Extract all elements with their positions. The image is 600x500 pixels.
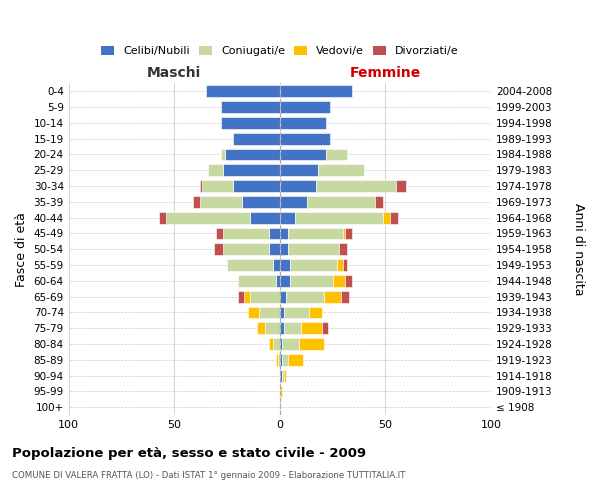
Bar [269, 228, 280, 239]
Text: Maschi: Maschi [147, 66, 202, 80]
Bar [242, 196, 280, 208]
Bar [290, 275, 332, 287]
Bar [290, 259, 337, 271]
Y-axis label: Anni di nascita: Anni di nascita [572, 203, 585, 296]
Bar [280, 164, 318, 176]
Bar [345, 228, 352, 239]
Bar [238, 275, 275, 287]
Bar [233, 132, 280, 144]
Bar [284, 322, 301, 334]
Bar [280, 322, 284, 334]
Bar [280, 86, 352, 97]
Bar [223, 228, 269, 239]
Bar [286, 290, 324, 302]
Bar [280, 196, 307, 208]
Bar [280, 306, 284, 318]
Bar [343, 259, 347, 271]
Y-axis label: Fasce di età: Fasce di età [15, 212, 28, 286]
Bar [288, 228, 343, 239]
Bar [280, 259, 290, 271]
Bar [280, 180, 316, 192]
Bar [337, 259, 343, 271]
Bar [269, 338, 274, 350]
Bar [217, 228, 223, 239]
Bar [375, 196, 383, 208]
Bar [206, 86, 280, 97]
Bar [389, 212, 398, 224]
Text: Popolazione per età, sesso e stato civile - 2009: Popolazione per età, sesso e stato civil… [12, 448, 366, 460]
Bar [280, 148, 326, 160]
Bar [301, 322, 322, 334]
Bar [248, 306, 259, 318]
Bar [332, 275, 345, 287]
Bar [200, 180, 202, 192]
Bar [193, 196, 200, 208]
Bar [280, 354, 282, 366]
Bar [166, 212, 250, 224]
Bar [208, 164, 223, 176]
Bar [284, 370, 286, 382]
Legend: Celibi/Nubili, Coniugati/e, Vedovi/e, Divorziati/e: Celibi/Nubili, Coniugati/e, Vedovi/e, Di… [98, 42, 462, 59]
Bar [326, 148, 347, 160]
Bar [221, 148, 225, 160]
Bar [233, 180, 280, 192]
Bar [316, 180, 396, 192]
Bar [274, 338, 280, 350]
Bar [324, 290, 341, 302]
Bar [280, 290, 286, 302]
Bar [280, 117, 326, 129]
Bar [295, 212, 383, 224]
Bar [284, 306, 310, 318]
Text: Femmine: Femmine [350, 66, 421, 80]
Bar [214, 244, 223, 255]
Bar [288, 244, 339, 255]
Bar [343, 228, 345, 239]
Bar [221, 117, 280, 129]
Bar [339, 244, 347, 255]
Bar [280, 386, 282, 398]
Bar [269, 244, 280, 255]
Bar [227, 259, 274, 271]
Bar [396, 180, 406, 192]
Bar [280, 275, 290, 287]
Bar [274, 259, 280, 271]
Bar [280, 370, 282, 382]
Bar [221, 101, 280, 113]
Bar [275, 354, 278, 366]
Bar [280, 212, 295, 224]
Bar [250, 212, 280, 224]
Bar [275, 275, 280, 287]
Bar [238, 290, 244, 302]
Bar [280, 338, 282, 350]
Bar [310, 306, 322, 318]
Text: COMUNE DI VALERA FRATTA (LO) - Dati ISTAT 1° gennaio 2009 - Elaborazione TUTTITA: COMUNE DI VALERA FRATTA (LO) - Dati ISTA… [12, 470, 406, 480]
Bar [341, 290, 349, 302]
Bar [265, 322, 280, 334]
Bar [282, 338, 299, 350]
Bar [223, 244, 269, 255]
Bar [282, 370, 284, 382]
Bar [280, 101, 331, 113]
Bar [278, 354, 280, 366]
Bar [307, 196, 375, 208]
Bar [225, 148, 280, 160]
Bar [280, 244, 288, 255]
Bar [318, 164, 364, 176]
Bar [160, 212, 166, 224]
Bar [383, 212, 389, 224]
Bar [345, 275, 352, 287]
Bar [200, 196, 242, 208]
Bar [288, 354, 303, 366]
Bar [257, 322, 265, 334]
Bar [202, 180, 233, 192]
Bar [282, 354, 288, 366]
Bar [250, 290, 280, 302]
Bar [259, 306, 280, 318]
Bar [280, 228, 288, 239]
Bar [223, 164, 280, 176]
Bar [280, 132, 331, 144]
Bar [322, 322, 328, 334]
Bar [244, 290, 250, 302]
Bar [299, 338, 324, 350]
